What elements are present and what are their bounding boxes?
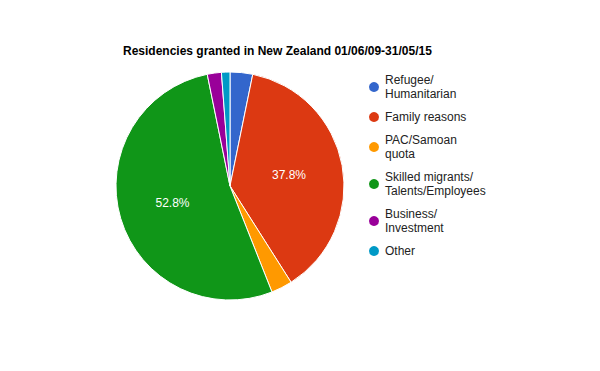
svg-text:Other: Other	[385, 244, 415, 258]
svg-text:Skilled migrants/: Skilled migrants/	[385, 170, 474, 184]
svg-text:Humanitarian: Humanitarian	[385, 87, 456, 101]
svg-text:52.8%: 52.8%	[155, 196, 189, 210]
svg-text:Refugee/: Refugee/	[385, 73, 434, 87]
svg-text:PAC/Samoan: PAC/Samoan	[385, 133, 457, 147]
svg-text:Family reasons: Family reasons	[385, 110, 466, 124]
svg-text:Talents/Employees: Talents/Employees	[385, 184, 486, 198]
svg-text:Investment: Investment	[385, 221, 444, 235]
svg-text:quota: quota	[385, 147, 415, 161]
svg-text:Residencies granted in New Zea: Residencies granted in New Zealand 01/06…	[123, 44, 432, 58]
svg-text:37.8%: 37.8%	[272, 168, 306, 182]
svg-text:Business/: Business/	[385, 207, 438, 221]
